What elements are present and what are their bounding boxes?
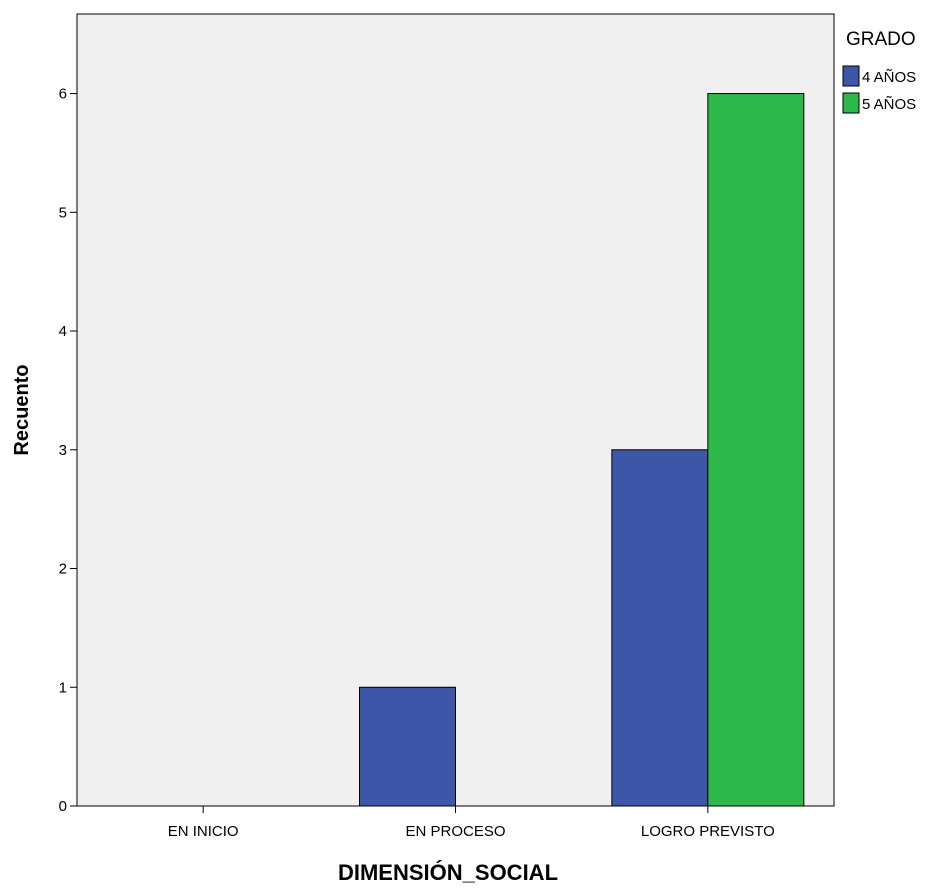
- bar-series1-1: [359, 686, 456, 807]
- legend-items: 4 AÑOS 5 AÑOS: [842, 65, 916, 114]
- y-tick-label: 0: [59, 798, 67, 815]
- y-tick-label: 4: [59, 323, 67, 340]
- legend-title: GRADO: [846, 29, 916, 50]
- y-tick-label: 3: [59, 442, 67, 459]
- x-tick-label: EN INICIO: [168, 823, 239, 840]
- y-tick-label: 2: [59, 561, 67, 578]
- x-tick-label: EN PROCESO: [405, 823, 505, 840]
- y-tick-label: 6: [59, 86, 67, 103]
- y-tick-label: 1: [59, 679, 67, 696]
- legend-swatch: [842, 92, 860, 114]
- x-axis-title: DIMENSIÓN_SOCIAL: [338, 860, 558, 885]
- legend-label: 5 AÑOS: [862, 96, 916, 113]
- x-tick-label: LOGRO PREVISTO: [641, 823, 775, 840]
- bars: [359, 93, 805, 807]
- legend-swatch: [842, 65, 860, 87]
- x-axis-ticks: EN INICIO EN PROCESO LOGRO PREVISTO: [168, 806, 775, 840]
- legend: GRADO 4 AÑOS 5 AÑOS: [842, 29, 916, 114]
- bar-series1-2: [611, 449, 709, 807]
- y-tick-label: 5: [59, 204, 67, 221]
- bar-series2-2: [707, 93, 805, 807]
- legend-label: 4 AÑOS: [862, 69, 916, 86]
- y-axis-ticks: 0 1 2 3 4 5 6: [59, 86, 77, 815]
- y-axis-title: Recuento: [11, 364, 33, 455]
